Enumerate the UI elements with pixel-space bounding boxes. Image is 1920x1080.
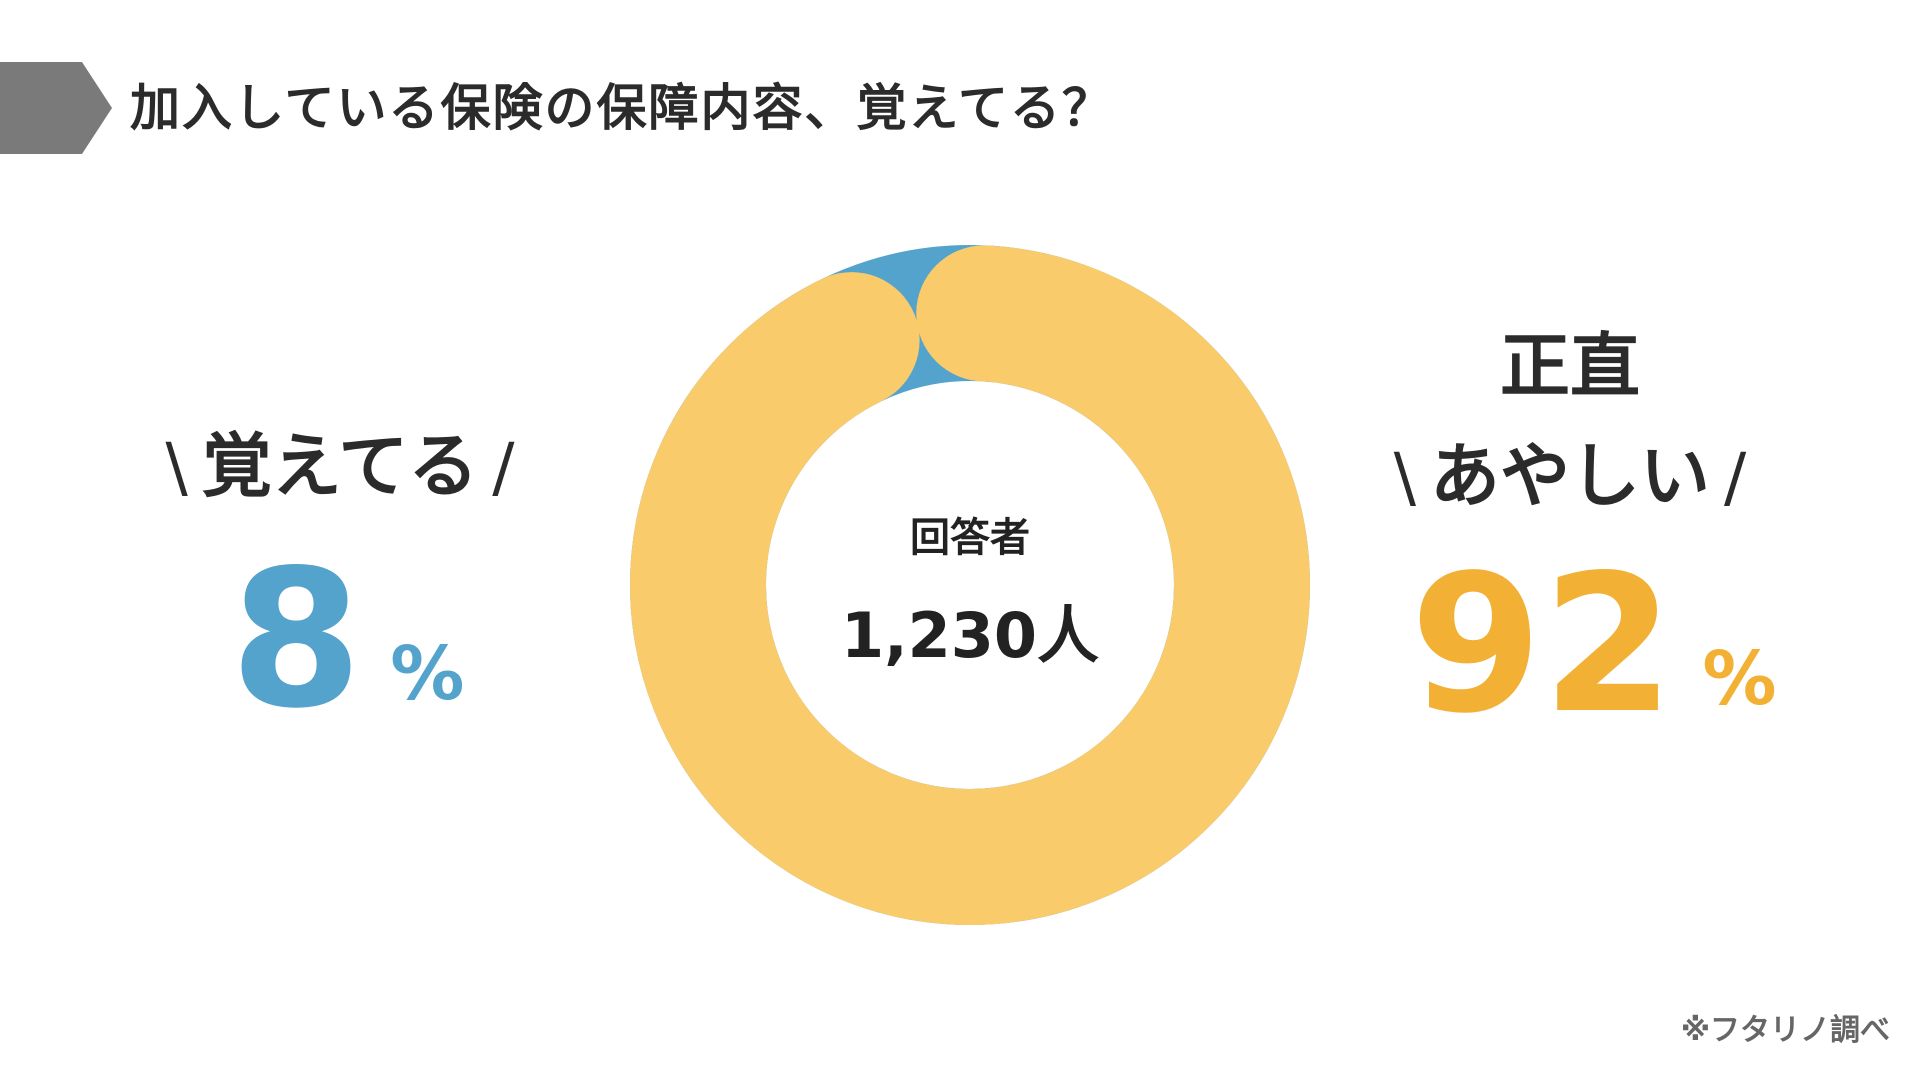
title-chevron-icon — [0, 62, 112, 154]
respondents-count: 1,230人 — [840, 599, 1100, 672]
slice-unsure — [630, 245, 1310, 926]
slash-open: \ — [1393, 439, 1416, 516]
unsure-label-text: あやしい — [1430, 435, 1710, 517]
slash-close: / — [1724, 439, 1747, 516]
donut-chart: 回答者 1,230人 — [630, 245, 1310, 926]
slash-open: \ — [165, 429, 188, 506]
remember-label-text: 覚えてる — [201, 425, 479, 507]
unsure-label-line2: \ あやしい / — [1330, 420, 1810, 521]
donut-svg — [630, 245, 1310, 926]
unsure-unit: % — [1702, 636, 1777, 722]
slash-close: / — [492, 429, 515, 506]
respondents-label: 回答者 — [910, 515, 1030, 561]
slice-unsure-cap-start — [916, 245, 1053, 382]
unsure-label-line1: 正直 — [1500, 325, 1640, 407]
remember-label: \ 覚えてる / — [130, 410, 550, 511]
slice-unsure-cap-end — [783, 272, 920, 409]
remember-number: 8 — [230, 529, 363, 750]
source-note: ※フタリノ調べ — [1680, 1013, 1890, 1048]
unsure-percent: 92% — [1410, 545, 1777, 779]
remember-unit: % — [390, 631, 465, 717]
page-title: 加入している保険の保障内容、覚えてる？ — [130, 79, 1114, 137]
remember-percent: 8% — [230, 540, 464, 774]
unsure-number: 92 — [1410, 534, 1675, 755]
